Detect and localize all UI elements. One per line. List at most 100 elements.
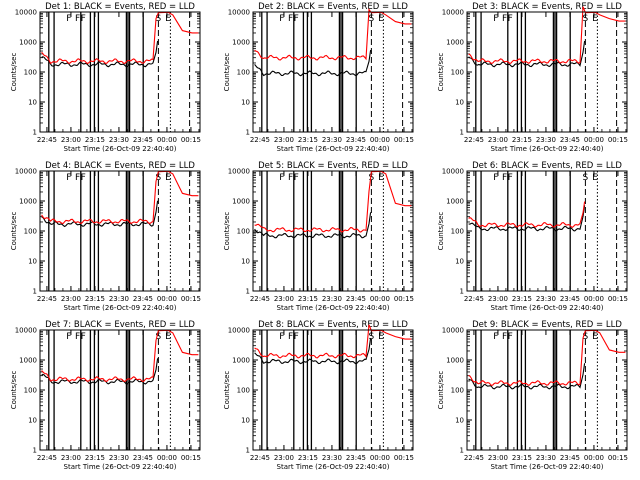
x-axis-label: Start Time (26-Oct-09 22:40:40) — [277, 304, 390, 312]
y-tick-label: 10000 — [228, 9, 250, 17]
y-tick-label: 1 — [33, 288, 37, 296]
y-tick-label: 1 — [460, 129, 464, 137]
flag-label: S — [583, 332, 589, 342]
panel-title: Det 2: BLACK = Events, RED = LLD — [258, 2, 408, 12]
flag-label: F — [81, 14, 86, 24]
flag-label: S — [369, 332, 375, 342]
lld-series-line — [468, 6, 626, 65]
lld-series-line — [254, 170, 412, 233]
y-tick-label: 1 — [246, 447, 250, 455]
plot-frame — [252, 11, 414, 133]
y-tick-label: 1 — [460, 288, 464, 296]
panel-title: Det 7: BLACK = Events, RED = LLD — [45, 320, 195, 330]
y-tick-label: 1000 — [446, 39, 464, 47]
x-tick-label: 23:15 — [85, 295, 105, 303]
y-tick-label: 1 — [246, 288, 250, 296]
flag-label: S — [583, 14, 589, 24]
y-tick-label: 100 — [451, 228, 464, 236]
flag-label: F — [508, 14, 513, 24]
y-tick-label: 10000 — [442, 168, 464, 176]
y-tick-label: 10 — [28, 99, 37, 107]
flag-label: S — [156, 332, 162, 342]
panel-title: Det 5: BLACK = Events, RED = LLD — [258, 161, 408, 171]
x-tick-label: 00:00 — [370, 136, 390, 144]
y-tick-label: 1000 — [232, 198, 250, 206]
x-tick-label: 23:45 — [560, 136, 580, 144]
y-tick-label: 1 — [246, 129, 250, 137]
plot-frame — [39, 170, 201, 292]
x-tick-label: 23:45 — [346, 136, 366, 144]
x-tick-label: 23:30 — [109, 454, 129, 462]
flag-label: F — [294, 14, 299, 24]
lld-series-line — [254, 8, 412, 61]
flag-label: F — [508, 332, 513, 342]
y-tick-label: 10 — [455, 258, 464, 266]
x-tick-label: 23:15 — [298, 136, 318, 144]
x-tick-label: 23:30 — [536, 136, 556, 144]
x-tick-label: 23:45 — [133, 295, 153, 303]
flag-label: S — [156, 173, 162, 183]
x-tick-label: 23:15 — [512, 454, 532, 462]
events-series-line — [41, 358, 159, 385]
x-tick-label: 22:45 — [464, 454, 484, 462]
y-tick-label: 1000 — [19, 357, 37, 365]
y-tick-label: 10000 — [442, 327, 464, 335]
flag-label: F — [279, 332, 284, 342]
y-tick-label: 10000 — [228, 327, 250, 335]
x-tick-label: 22:45 — [250, 454, 270, 462]
plot-frame — [39, 11, 201, 133]
x-tick-label: 00:00 — [584, 136, 604, 144]
x-axis-label: Start Time (26-Oct-09 22:40:40) — [64, 145, 177, 153]
panel-title: Det 8: BLACK = Events, RED = LLD — [258, 320, 408, 330]
panel-6: Det 6: BLACK = Events, RED = LLD 1 10 100 10… — [437, 161, 628, 312]
y-tick-label: 10000 — [442, 9, 464, 17]
y-tick-label: 100 — [237, 387, 250, 395]
x-tick-label: 23:15 — [512, 295, 532, 303]
x-tick-label: 22:45 — [464, 295, 484, 303]
x-tick-label: 00:00 — [370, 295, 390, 303]
panel-title: Det 9: BLACK = Events, RED = LLD — [472, 320, 622, 330]
x-tick-label: 00:00 — [157, 454, 177, 462]
events-series-line — [41, 40, 159, 68]
x-tick-label: 23:30 — [109, 295, 129, 303]
x-tick-label: 00:15 — [394, 295, 414, 303]
plot-frame — [466, 329, 628, 451]
x-axis-label: Start Time (26-Oct-09 22:40:40) — [64, 304, 177, 312]
y-axis-label: Counts/sec — [223, 53, 231, 92]
panel-2: Det 2: BLACK = Events, RED = LLD 1 10 100 10… — [223, 2, 414, 153]
panel-title: Det 4: BLACK = Events, RED = LLD — [45, 161, 195, 171]
x-tick-label: 23:00 — [61, 136, 81, 144]
flag-label: F — [66, 14, 71, 24]
x-axis-label: Start Time (26-Oct-09 22:40:40) — [491, 145, 604, 153]
flag-label: S — [156, 14, 162, 24]
flag-label: E — [378, 332, 384, 342]
panel-4: Det 4: BLACK = Events, RED = LLD 1 10 100 10… — [10, 161, 201, 312]
y-tick-label: 10 — [28, 258, 37, 266]
x-tick-label: 23:00 — [488, 295, 508, 303]
y-tick-label: 10000 — [15, 168, 37, 176]
panel-title: Det 3: BLACK = Events, RED = LLD — [472, 2, 622, 12]
y-tick-label: 10 — [241, 99, 250, 107]
events-series-line — [468, 205, 586, 232]
flag-label: F — [294, 332, 299, 342]
flag-label: F — [493, 173, 498, 183]
x-axis-label: Start Time (26-Oct-09 22:40:40) — [491, 463, 604, 471]
flag-label: F — [279, 173, 284, 183]
lld-series-line — [254, 324, 412, 359]
x-tick-label: 22:45 — [464, 136, 484, 144]
panel-8: Det 8: BLACK = Events, RED = LLD 1 10 100 10… — [223, 320, 414, 471]
x-tick-label: 23:00 — [274, 136, 294, 144]
flag-label: E — [378, 173, 384, 183]
flag-label: F — [81, 173, 86, 183]
y-tick-label: 10 — [455, 417, 464, 425]
y-tick-label: 1000 — [19, 39, 37, 47]
plot-frame — [466, 170, 628, 292]
x-tick-label: 00:15 — [394, 136, 414, 144]
y-tick-label: 1000 — [232, 357, 250, 365]
x-tick-label: 00:15 — [608, 136, 628, 144]
x-axis-label: Start Time (26-Oct-09 22:40:40) — [64, 463, 177, 471]
x-tick-label: 23:45 — [560, 454, 580, 462]
x-tick-label: 23:15 — [298, 295, 318, 303]
events-series-line — [254, 212, 372, 239]
flag-label: E — [165, 173, 171, 183]
